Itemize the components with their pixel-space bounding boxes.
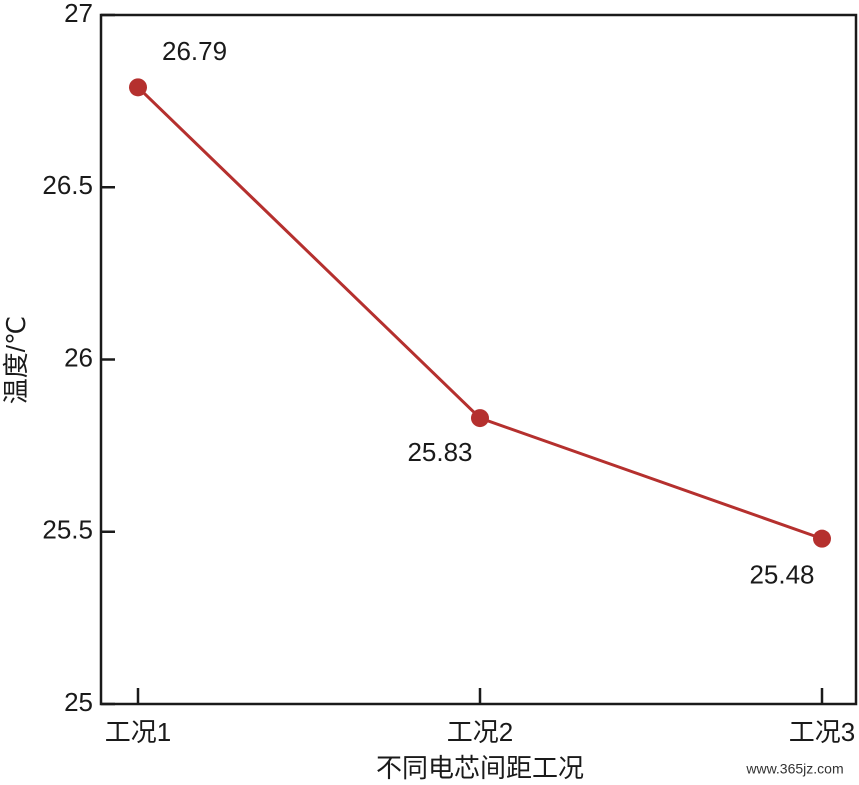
y-tick-label: 25.5: [42, 515, 93, 545]
x-tick-label: 工况1: [105, 717, 171, 747]
point: [129, 78, 147, 97]
watermark: www.365jz.com: [745, 761, 843, 777]
line: [136, 86, 823, 541]
x-axis-label: 不同电芯间距工况: [376, 753, 584, 783]
y-tick-label: 25: [64, 687, 93, 717]
y-tick-label: 26.5: [42, 170, 93, 200]
x-tick-label: 工况2: [447, 717, 513, 747]
y-tick-label: 27: [64, 0, 93, 28]
data-label: 25.48: [749, 560, 814, 590]
point: [471, 409, 489, 428]
plot-frame: [99, 13, 858, 706]
y-tick-label: 26: [64, 342, 93, 372]
x-tick-label: 工况3: [789, 717, 855, 747]
point: [813, 529, 831, 548]
y-axis-label: 温度/℃: [1, 316, 31, 404]
data-label: 25.83: [407, 437, 472, 467]
data-label: 26.79: [162, 36, 227, 66]
